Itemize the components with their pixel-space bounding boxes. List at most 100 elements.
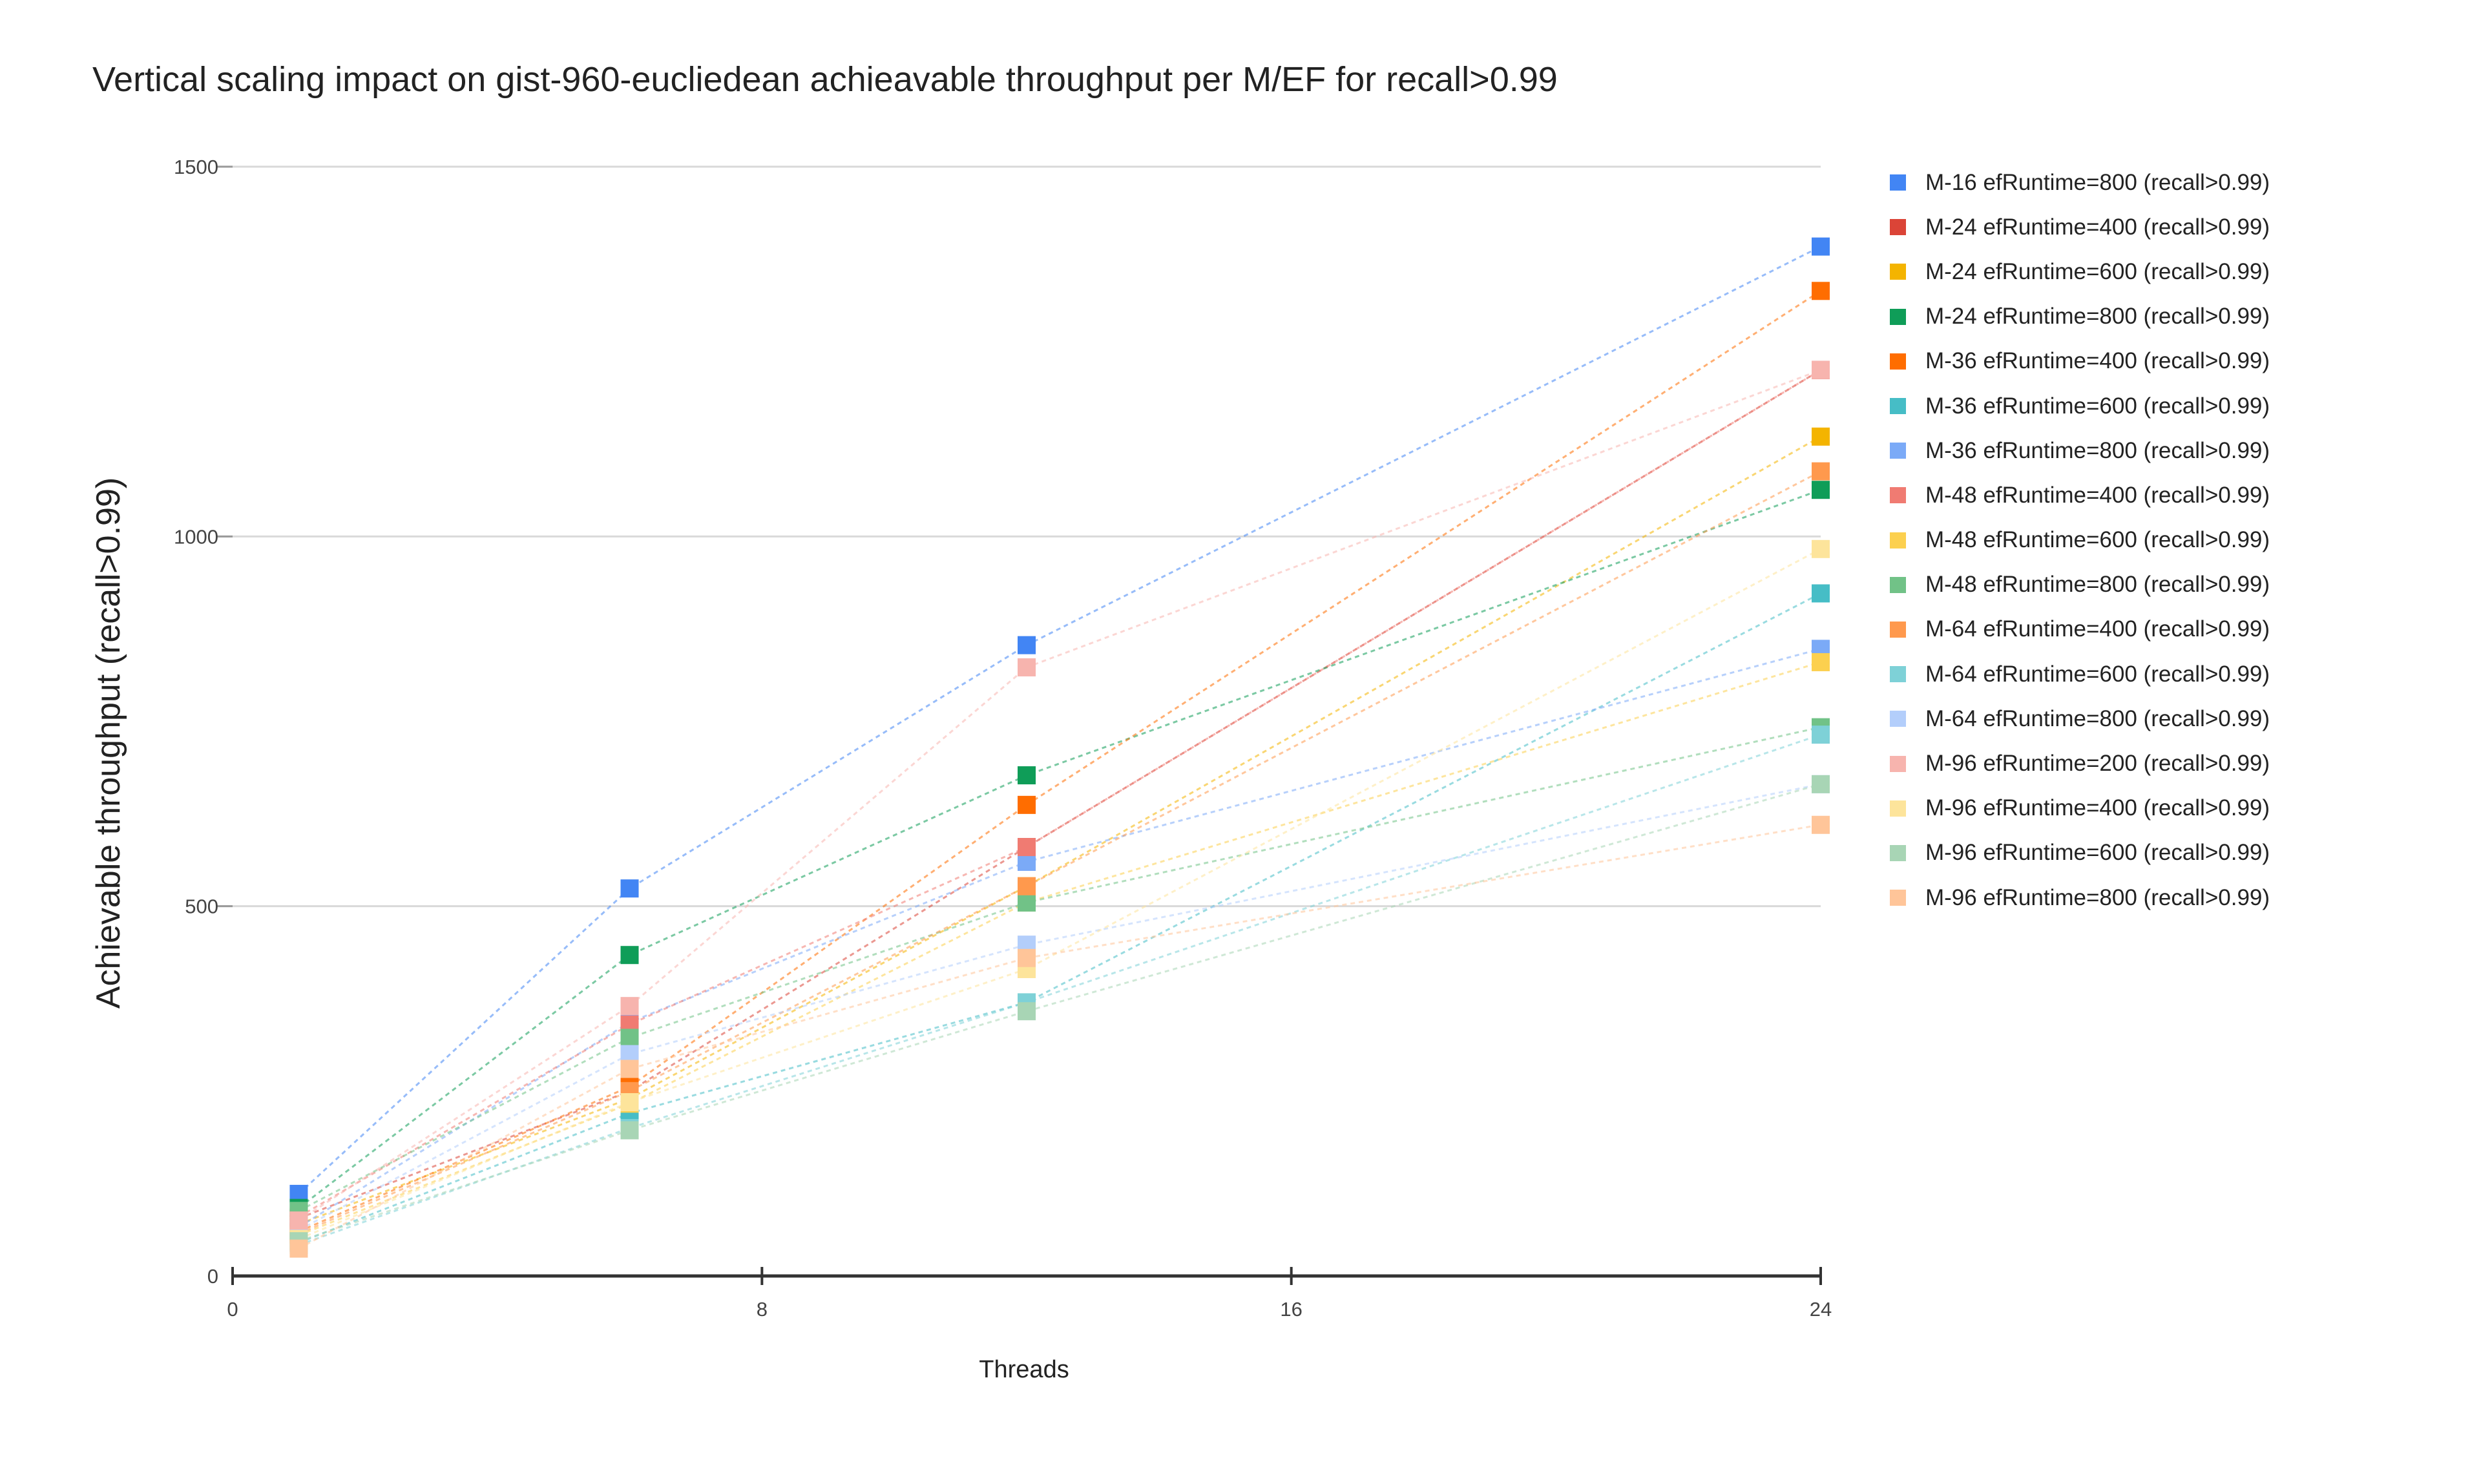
x-tick-label: 8 xyxy=(757,1298,768,1321)
legend-swatch xyxy=(1890,174,1906,191)
series-6 xyxy=(289,584,1830,1252)
x-tick-label: 24 xyxy=(1810,1298,1832,1321)
series-line xyxy=(298,647,1821,1228)
legend-swatch xyxy=(1890,443,1906,459)
legend-item: M-96 efRuntime=800 (recall>0.99) xyxy=(1890,875,2270,920)
data-point xyxy=(1812,481,1830,499)
legend-swatch xyxy=(1890,890,1906,906)
data-point xyxy=(1018,877,1036,895)
x-tick-label: 16 xyxy=(1280,1298,1302,1321)
series-line xyxy=(298,369,1821,1220)
legend-label: M-96 efRuntime=200 (recall>0.99) xyxy=(1925,751,2270,777)
series-1 xyxy=(289,237,1830,1203)
legend-swatch xyxy=(1890,666,1906,683)
series-line xyxy=(298,726,1821,1212)
series-5 xyxy=(289,282,1830,1241)
data-point xyxy=(1812,361,1830,379)
legend-item: M-24 efRuntime=800 (recall>0.99) xyxy=(1890,295,2270,339)
legend-item: M-48 efRuntime=600 (recall>0.99) xyxy=(1890,518,2270,563)
legend-label: M-24 efRuntime=600 (recall>0.99) xyxy=(1925,258,2270,284)
legend-label: M-64 efRuntime=600 (recall>0.99) xyxy=(1925,661,2270,687)
legend-item: M-64 efRuntime=600 (recall>0.99) xyxy=(1890,652,2270,696)
legend-label: M-36 efRuntime=400 (recall>0.99) xyxy=(1925,348,2270,374)
legend-label: M-48 efRuntime=800 (recall>0.99) xyxy=(1925,572,2270,598)
legend-label: M-24 efRuntime=400 (recall>0.99) xyxy=(1925,214,2270,240)
legend-item: M-96 efRuntime=600 (recall>0.99) xyxy=(1890,831,2270,875)
series-line xyxy=(298,783,1821,1231)
series-line xyxy=(298,369,1821,1222)
legend-item: M-48 efRuntime=400 (recall>0.99) xyxy=(1890,473,2270,517)
legend-label: M-16 efRuntime=800 (recall>0.99) xyxy=(1925,169,2270,195)
legend-swatch xyxy=(1890,264,1906,280)
series-14 xyxy=(289,361,1830,1230)
series-line xyxy=(298,548,1821,1240)
legend-swatch xyxy=(1890,398,1906,415)
y-axis-label: Achievable throughput (recall>0.99) xyxy=(90,477,127,1008)
data-point xyxy=(1018,948,1036,967)
x-tick-label: 0 xyxy=(227,1298,238,1321)
data-point xyxy=(1018,838,1036,857)
data-point xyxy=(289,1239,308,1258)
legend-swatch xyxy=(1890,353,1906,370)
data-point xyxy=(620,1121,639,1140)
chart-legend: M-16 efRuntime=800 (recall>0.99) M-24 efR… xyxy=(1890,160,2270,920)
legend-label: M-96 efRuntime=600 (recall>0.99) xyxy=(1925,840,2270,866)
legend-swatch xyxy=(1890,800,1906,817)
legend-item: M-24 efRuntime=600 (recall>0.99) xyxy=(1890,249,2270,294)
legend-swatch xyxy=(1890,576,1906,593)
series-17 xyxy=(289,815,1830,1258)
legend-label: M-36 efRuntime=600 (recall>0.99) xyxy=(1925,393,2270,419)
legend-label: M-64 efRuntime=800 (recall>0.99) xyxy=(1925,705,2270,731)
series-layer xyxy=(289,237,1830,1258)
data-point xyxy=(1812,282,1830,300)
data-point xyxy=(620,879,639,898)
legend-item: M-24 efRuntime=400 (recall>0.99) xyxy=(1890,205,2270,249)
legend-swatch xyxy=(1890,711,1906,727)
series-line xyxy=(298,488,1821,1209)
legend-item: M-36 efRuntime=800 (recall>0.99) xyxy=(1890,428,2270,473)
data-point xyxy=(620,1029,639,1047)
series-line xyxy=(298,470,1821,1235)
data-point xyxy=(620,997,639,1016)
data-point xyxy=(1812,539,1830,558)
data-point xyxy=(1018,658,1036,676)
data-point xyxy=(1812,775,1830,793)
legend-item: M-64 efRuntime=800 (recall>0.99) xyxy=(1890,696,2270,741)
y-tick-label: 1000 xyxy=(174,525,218,548)
series-13 xyxy=(289,775,1830,1240)
series-line xyxy=(298,435,1821,1226)
data-point xyxy=(1812,427,1830,446)
legend-item: M-36 efRuntime=400 (recall>0.99) xyxy=(1890,339,2270,384)
data-point xyxy=(620,1060,639,1078)
legend-item: M-96 efRuntime=200 (recall>0.99) xyxy=(1890,741,2270,786)
legend-swatch xyxy=(1890,219,1906,236)
series-line xyxy=(298,733,1821,1246)
data-point xyxy=(1812,815,1830,834)
series-line xyxy=(298,661,1821,1237)
series-line xyxy=(298,290,1821,1233)
legend-label: M-24 efRuntime=800 (recall>0.99) xyxy=(1925,304,2270,329)
legend-swatch xyxy=(1890,532,1906,549)
series-10 xyxy=(289,718,1830,1220)
legend-item: M-36 efRuntime=600 (recall>0.99) xyxy=(1890,384,2270,428)
data-point xyxy=(1018,766,1036,785)
series-line xyxy=(298,783,1821,1242)
tick-labels: 0 500 1000 1500 0 8 16 24 xyxy=(174,156,1832,1321)
legend-label: M-96 efRuntime=800 (recall>0.99) xyxy=(1925,884,2270,910)
axes xyxy=(231,1267,1822,1285)
chart-title: Vertical scaling impact on gist-960-eucl… xyxy=(92,60,1558,99)
data-point xyxy=(289,1211,308,1230)
series-12 xyxy=(289,726,1830,1254)
legend-label: M-48 efRuntime=600 (recall>0.99) xyxy=(1925,527,2270,553)
data-point xyxy=(1812,653,1830,671)
legend-item: M-64 efRuntime=400 (recall>0.99) xyxy=(1890,607,2270,652)
legend-label: M-36 efRuntime=800 (recall>0.99) xyxy=(1925,437,2270,463)
y-tick-label: 500 xyxy=(185,895,218,918)
x-axis-label: Threads xyxy=(979,1356,1069,1383)
data-point xyxy=(1812,584,1830,603)
data-point xyxy=(1812,726,1830,744)
data-point xyxy=(620,1093,639,1112)
data-point xyxy=(1812,462,1830,481)
legend-swatch xyxy=(1890,308,1906,325)
legend-swatch xyxy=(1890,621,1906,638)
